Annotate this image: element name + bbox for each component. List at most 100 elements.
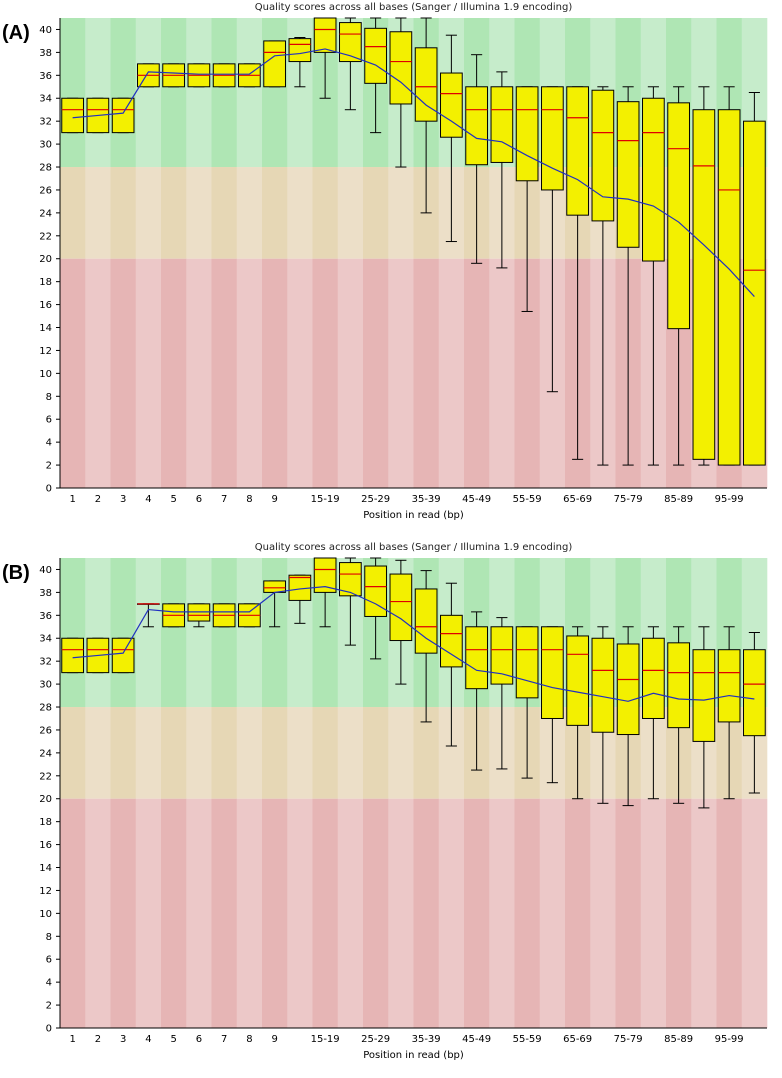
quartile-box <box>364 27 387 84</box>
zone-reasonable-band <box>161 707 187 799</box>
y-tick-label: 0 <box>46 1024 52 1035</box>
zone-poor-band <box>110 258 137 488</box>
mean-line <box>72 48 755 297</box>
zone-poor-band <box>590 798 616 1028</box>
zone-good-band <box>211 18 238 168</box>
quartile-box <box>61 637 84 674</box>
zone-poor-band <box>236 258 263 488</box>
x-tick-label: 8 <box>246 1034 252 1045</box>
y-tick-label: 18 <box>39 817 52 828</box>
chart-panel-a: (A) Quality scores across all bases (San… <box>0 0 782 538</box>
quartile-box <box>642 637 665 719</box>
zone-poor-band <box>716 798 743 1028</box>
zone-good-band <box>135 558 162 708</box>
x-tick-label: 5 <box>170 1034 176 1045</box>
zone-poor-band <box>60 258 86 488</box>
y-tick-label: 38 <box>39 588 52 599</box>
zone-good-band <box>110 558 137 708</box>
x-tick-label: 3 <box>120 494 126 505</box>
y-tick-label: 20 <box>39 794 52 805</box>
zone-poor-band <box>388 258 414 488</box>
quartile-box <box>515 86 539 182</box>
zone-reasonable-band <box>337 167 364 259</box>
x-tick-label: 65-69 <box>563 1034 592 1045</box>
zone-reasonable-band <box>337 707 364 799</box>
zone-good-band <box>211 558 238 708</box>
quartile-box <box>389 31 413 105</box>
boxplot-chart-b: Quality scores across all bases (Sanger … <box>39 542 768 1061</box>
quartile-box <box>465 86 488 166</box>
x-tick-label: 95-99 <box>715 494 744 505</box>
x-tick-label: 4 <box>145 1034 151 1045</box>
zone-reasonable-band <box>363 167 389 259</box>
zone-poor-band <box>489 798 515 1028</box>
zone-reasonable-band <box>186 707 212 799</box>
y-tick-label: 16 <box>39 840 52 851</box>
x-tick-label: 2 <box>95 1034 101 1045</box>
y-tick-label: 14 <box>39 323 52 334</box>
chart-panel-b: (B) Quality scores across all bases (San… <box>0 540 782 1078</box>
quartile-box <box>440 614 463 668</box>
zone-poor-band <box>135 258 162 488</box>
zone-poor-band <box>413 798 440 1028</box>
quartile-box <box>616 643 640 736</box>
y-tick-label: 8 <box>46 932 52 943</box>
y-tick-label: 34 <box>39 94 52 105</box>
zone-reasonable-band <box>236 167 263 259</box>
y-tick-label: 34 <box>39 634 52 645</box>
x-tick-label: 7 <box>221 494 227 505</box>
quartile-box <box>111 637 135 674</box>
quartile-box <box>717 649 741 723</box>
quartile-box <box>414 588 438 654</box>
y-tick-label: 6 <box>46 955 52 966</box>
zone-reasonable-band <box>388 167 414 259</box>
y-tick-label: 30 <box>39 680 52 691</box>
quartile-box <box>339 562 362 597</box>
quartile-box <box>566 635 589 726</box>
y-tick-label: 18 <box>39 277 52 288</box>
y-tick-label: 26 <box>39 185 52 196</box>
y-tick-label: 4 <box>46 438 52 449</box>
zone-poor-band <box>236 798 263 1028</box>
panel-label-b: (B) <box>2 562 30 584</box>
x-tick-label: 95-99 <box>715 1034 744 1045</box>
zone-good-band <box>262 558 288 708</box>
quartile-box <box>541 86 564 191</box>
zone-good-band <box>236 18 263 168</box>
y-tick-label: 20 <box>39 254 52 265</box>
x-tick-label: 7 <box>221 1034 227 1045</box>
zone-good-band <box>60 18 86 168</box>
x-tick-label: 85-89 <box>664 494 693 505</box>
zone-reasonable-band <box>135 167 162 259</box>
quartile-box <box>667 642 690 729</box>
y-tick-label: 0 <box>46 484 52 495</box>
quartile-box <box>692 109 716 460</box>
quartile-box <box>743 649 766 737</box>
y-tick-label: 22 <box>39 771 52 782</box>
zone-good-band <box>236 558 263 708</box>
zone-poor-band <box>262 798 288 1028</box>
x-tick-label: 55-59 <box>513 494 542 505</box>
zone-good-band <box>161 558 187 708</box>
zone-poor-band <box>262 258 288 488</box>
quartile-box <box>263 580 286 593</box>
y-tick-label: 10 <box>39 909 52 920</box>
x-tick-label: 8 <box>246 494 252 505</box>
chart-title: Quality scores across all bases (Sanger … <box>255 542 573 553</box>
y-tick-label: 24 <box>39 208 52 219</box>
zone-reasonable-band <box>211 707 238 799</box>
zone-reasonable-band <box>363 707 389 799</box>
zone-poor-band <box>741 798 768 1028</box>
quartile-box <box>313 557 337 593</box>
zone-poor-band <box>438 798 465 1028</box>
zone-poor-band <box>363 258 389 488</box>
x-tick-label: 6 <box>196 1034 202 1045</box>
zone-poor-band <box>464 798 490 1028</box>
y-tick-label: 36 <box>39 71 52 82</box>
zone-poor-band <box>211 798 238 1028</box>
y-tick-label: 28 <box>39 703 52 714</box>
x-tick-label: 55-59 <box>513 1034 542 1045</box>
quartile-box <box>717 109 741 466</box>
y-tick-label: 30 <box>39 140 52 151</box>
zone-poor-band <box>312 798 339 1028</box>
